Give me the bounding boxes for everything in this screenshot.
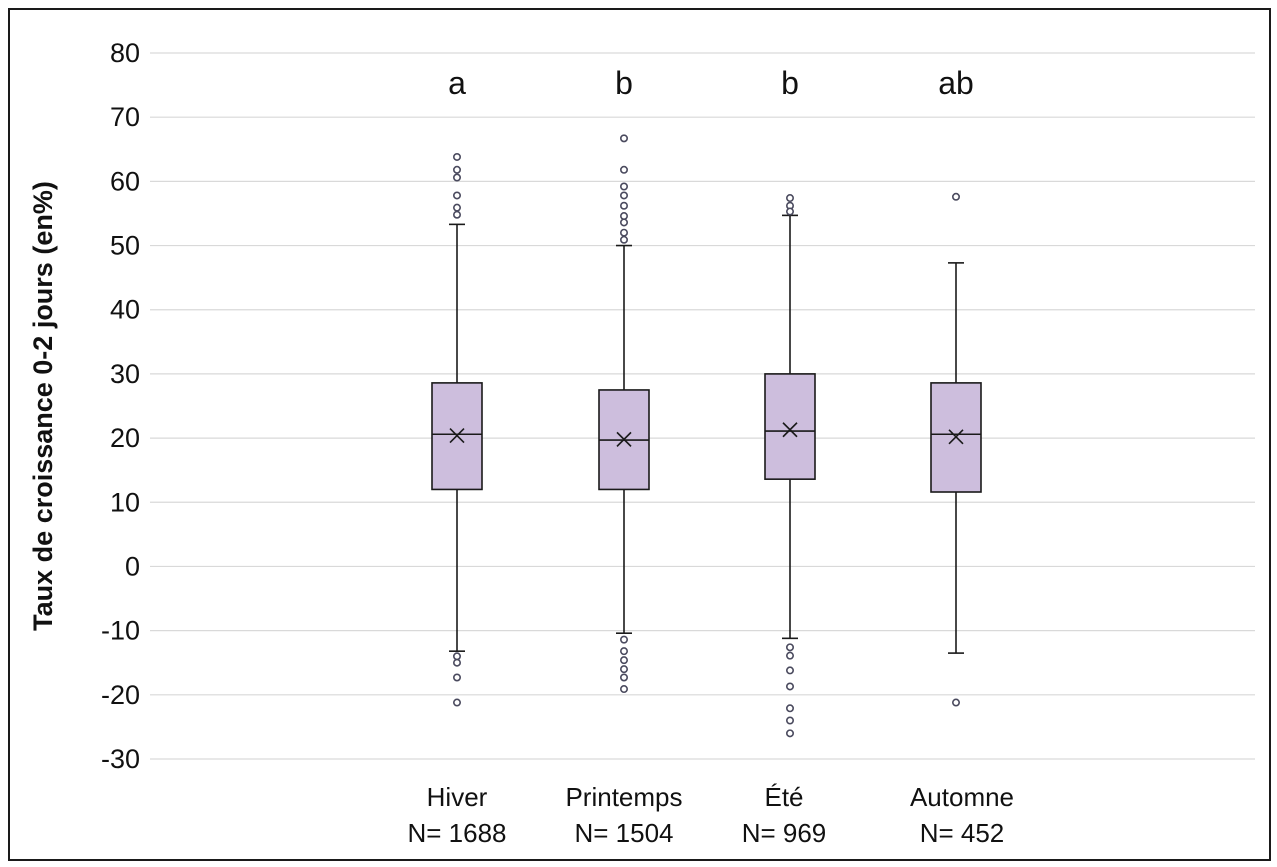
outlier-point bbox=[452, 203, 461, 212]
box-plot-chart: 80 70 60 50 40 30 20 10 0 -10 -20 -30 a Hiver N= 1688… bbox=[28, 38, 1255, 848]
outlier-point bbox=[785, 666, 794, 675]
outlier-point bbox=[619, 165, 628, 174]
mean-marker bbox=[449, 427, 465, 444]
y-tick-label: 60 bbox=[110, 166, 140, 196]
box-automne bbox=[930, 192, 982, 707]
category-n-label: N= 452 bbox=[920, 818, 1005, 848]
outlier-point bbox=[951, 698, 960, 707]
outlier-point bbox=[785, 194, 794, 203]
significance-letter: b bbox=[615, 65, 633, 101]
outlier-point bbox=[619, 673, 628, 682]
y-tick-label: 20 bbox=[110, 423, 140, 453]
y-tick-labels: 80 70 60 50 40 30 20 10 0 -10 -20 -30 bbox=[101, 38, 140, 774]
outlier-point bbox=[452, 165, 461, 174]
y-tick-label: 10 bbox=[110, 487, 140, 517]
y-tick-label: -30 bbox=[101, 744, 140, 774]
outlier-point bbox=[452, 191, 461, 200]
outlier-point bbox=[452, 673, 461, 682]
box-été bbox=[764, 194, 816, 738]
significance-letter: a bbox=[448, 65, 466, 101]
y-tick-label: -10 bbox=[101, 616, 140, 646]
outlier-point bbox=[619, 235, 628, 244]
outlier-point bbox=[619, 212, 628, 221]
outlier-point bbox=[452, 652, 461, 661]
outlier-point bbox=[785, 729, 794, 738]
box-hiver bbox=[431, 152, 483, 707]
y-tick-label: 0 bbox=[125, 551, 140, 581]
outlier-point bbox=[452, 658, 461, 667]
outlier-point bbox=[785, 207, 794, 216]
outlier-point bbox=[619, 191, 628, 200]
outlier-point bbox=[619, 647, 628, 656]
y-tick-label: 70 bbox=[110, 102, 140, 132]
outlier-point bbox=[951, 192, 960, 201]
category-n-label: N= 1504 bbox=[574, 818, 673, 848]
outlier-point bbox=[452, 173, 461, 182]
outlier-point bbox=[619, 685, 628, 694]
outlier-point bbox=[785, 643, 794, 652]
significance-letter: ab bbox=[938, 65, 974, 101]
mean-marker bbox=[782, 422, 798, 438]
y-axis-title: Taux de croissance 0-2 jours (en%) bbox=[28, 181, 58, 631]
y-tick-label: 40 bbox=[110, 295, 140, 325]
category-label: Hiver bbox=[427, 782, 488, 812]
y-tick-label: 30 bbox=[110, 359, 140, 389]
box-printemps bbox=[598, 134, 650, 694]
outlier-point bbox=[619, 656, 628, 665]
outlier-point bbox=[785, 704, 794, 713]
box-layer bbox=[431, 134, 982, 738]
outlier-point bbox=[785, 682, 794, 691]
outlier-point bbox=[619, 134, 628, 143]
outlier-point bbox=[452, 698, 461, 707]
mean-marker bbox=[616, 431, 632, 447]
y-tick-label: 80 bbox=[110, 38, 140, 68]
y-tick-label: -20 bbox=[101, 680, 140, 710]
outlier-point bbox=[619, 201, 628, 210]
outlier-point bbox=[619, 665, 628, 674]
iqr-box bbox=[764, 373, 816, 480]
grid-layer bbox=[150, 52, 1255, 760]
outlier-point bbox=[452, 152, 461, 161]
outlier-point bbox=[785, 651, 794, 660]
outlier-point bbox=[619, 182, 628, 191]
category-label: Printemps bbox=[565, 782, 682, 812]
outlier-point bbox=[619, 228, 628, 237]
outlier-point bbox=[785, 716, 794, 725]
significance-letter: b bbox=[781, 65, 799, 101]
mean-marker bbox=[948, 429, 964, 445]
y-tick-label: 50 bbox=[110, 231, 140, 261]
category-label: Automne bbox=[910, 782, 1014, 812]
category-label: Été bbox=[764, 782, 803, 812]
chart-frame: 80 70 60 50 40 30 20 10 0 -10 -20 -30 a Hiver N= 1688… bbox=[8, 8, 1271, 861]
category-n-label: N= 1688 bbox=[407, 818, 506, 848]
outlier-point bbox=[452, 210, 461, 219]
outlier-point bbox=[619, 635, 628, 644]
category-labels: a Hiver N= 1688 b Printemps N= 1504 b Été N= 969… bbox=[407, 65, 1014, 848]
outlier-point bbox=[619, 218, 628, 227]
category-n-label: N= 969 bbox=[742, 818, 827, 848]
